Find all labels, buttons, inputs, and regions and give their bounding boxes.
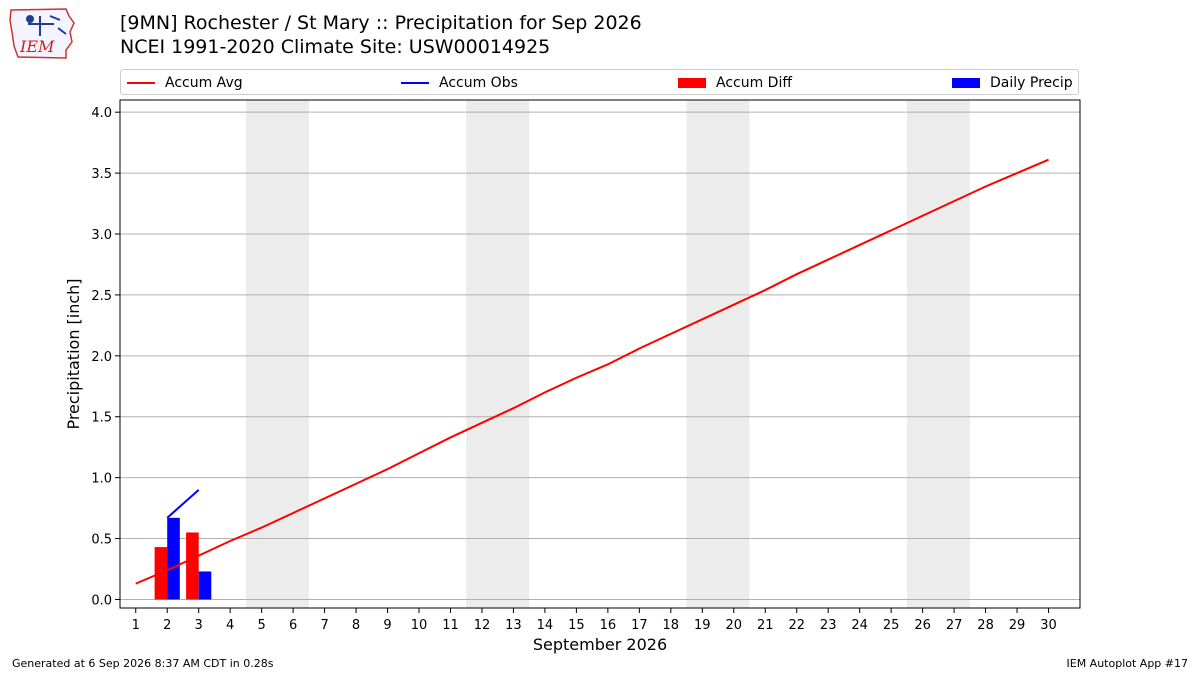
y-tick-label: 3.0	[91, 228, 112, 243]
x-tick-label: 20	[725, 618, 742, 633]
x-axis-label: September 2026	[533, 635, 667, 654]
legend-item-accum-obs: Accum Obs	[401, 74, 518, 92]
y-axis-ticks: 0.0 0.5 1.0 1.5 2.0 2.5 3.0 3.5 4.0	[91, 106, 120, 608]
x-tick-label: 13	[505, 618, 522, 633]
x-tick-label: 19	[694, 618, 711, 633]
iem-logo: IEM	[9, 8, 75, 59]
x-tick-label: 14	[537, 618, 554, 633]
weekend-band-3	[686, 100, 750, 608]
legend-label-accum-obs: Accum Obs	[439, 75, 518, 91]
x-tick-label: 23	[820, 618, 837, 633]
y-tick-label: 1.5	[91, 411, 112, 426]
y-tick-label: 0.0	[91, 593, 112, 608]
x-tick-label: 28	[977, 618, 994, 633]
x-tick-label: 24	[851, 618, 868, 633]
bars-group	[154, 517, 212, 600]
legend-item-accum-avg: Accum Avg	[127, 74, 243, 92]
x-tick-label: 11	[442, 618, 459, 633]
x-tick-label: 21	[757, 618, 774, 633]
weekend-band-2	[466, 100, 530, 608]
bar-daily-precip	[198, 571, 212, 600]
x-axis-ticks: 1 2 3 4 5 6 7 8 9 10 11 12 13 14 15 16 17 18 19 20 21 22 23 24 2…	[132, 608, 1057, 633]
footer-generated: Generated at 6 Sep 2026 8:37 AM CDT in 0…	[12, 657, 274, 670]
legend-swatch-accum-avg	[127, 82, 155, 84]
logo-text: IEM	[19, 37, 55, 56]
x-tick-label: 17	[631, 618, 648, 633]
legend-swatch-daily-precip	[952, 78, 980, 88]
iowa-map-outline	[9, 8, 75, 59]
y-tick-label: 0.5	[91, 533, 112, 548]
line-accum-avg	[135, 158, 1049, 585]
y-tick-label: 2.5	[91, 289, 112, 304]
legend-swatch-accum-obs	[401, 82, 429, 84]
chart-subtitle: NCEI 1991-2020 Climate Site: USW00014925	[120, 36, 551, 58]
x-tick-label: 15	[568, 618, 585, 633]
x-tick-label: 29	[1009, 618, 1026, 633]
y-tick-label: 3.5	[91, 167, 112, 182]
x-tick-label: 27	[946, 618, 963, 633]
weekend-band-1	[245, 100, 309, 608]
legend-swatch-accum-diff	[678, 78, 706, 88]
x-tick-label: 12	[474, 618, 491, 633]
legend-label-daily-precip: Daily Precip	[990, 75, 1073, 91]
x-tick-label: 8	[352, 618, 360, 633]
weather-station-icon	[26, 15, 67, 36]
footer-app: IEM Autoplot App #17	[1066, 657, 1189, 670]
weekend-band-4	[906, 100, 970, 608]
legend-label-accum-avg: Accum Avg	[165, 75, 243, 91]
legend: Accum Avg Accum Obs Accum Diff Daily Pre…	[120, 69, 1079, 95]
x-tick-label: 7	[320, 618, 328, 633]
legend-label-accum-diff: Accum Diff	[716, 75, 793, 91]
x-tick-label: 26	[914, 618, 931, 633]
chart-title: [9MN] Rochester / St Mary :: Precipitati…	[120, 12, 642, 34]
x-tick-label: 30	[1040, 618, 1057, 633]
bar-daily-precip	[167, 517, 180, 600]
weekend-shading-group	[245, 100, 970, 608]
x-tick-label: 5	[257, 618, 265, 633]
x-tick-label: 10	[411, 618, 428, 633]
lines-group	[135, 158, 1049, 585]
x-tick-label: 18	[663, 618, 680, 633]
x-tick-label: 16	[600, 618, 617, 633]
bar-accum-diff	[186, 532, 199, 600]
x-tick-label: 9	[383, 618, 391, 633]
x-tick-label: 6	[289, 618, 297, 633]
plot-frame	[119, 99, 1081, 609]
x-tick-label: 3	[195, 618, 203, 633]
y-tick-label: 1.0	[91, 472, 112, 487]
legend-item-accum-diff: Accum Diff	[678, 74, 792, 92]
x-tick-label: 22	[788, 618, 805, 633]
gridlines-group	[120, 111, 1080, 600]
x-tick-label: 1	[132, 618, 140, 633]
y-tick-label: 2.0	[91, 350, 112, 365]
x-tick-label: 4	[226, 618, 234, 633]
y-tick-label: 4.0	[91, 106, 112, 121]
legend-item-daily-precip: Daily Precip	[952, 74, 1073, 92]
x-tick-label: 25	[883, 618, 900, 633]
line-accum-obs	[166, 489, 200, 519]
x-tick-label: 2	[163, 618, 171, 633]
y-axis-label: Precipitation [inch]	[64, 278, 83, 429]
